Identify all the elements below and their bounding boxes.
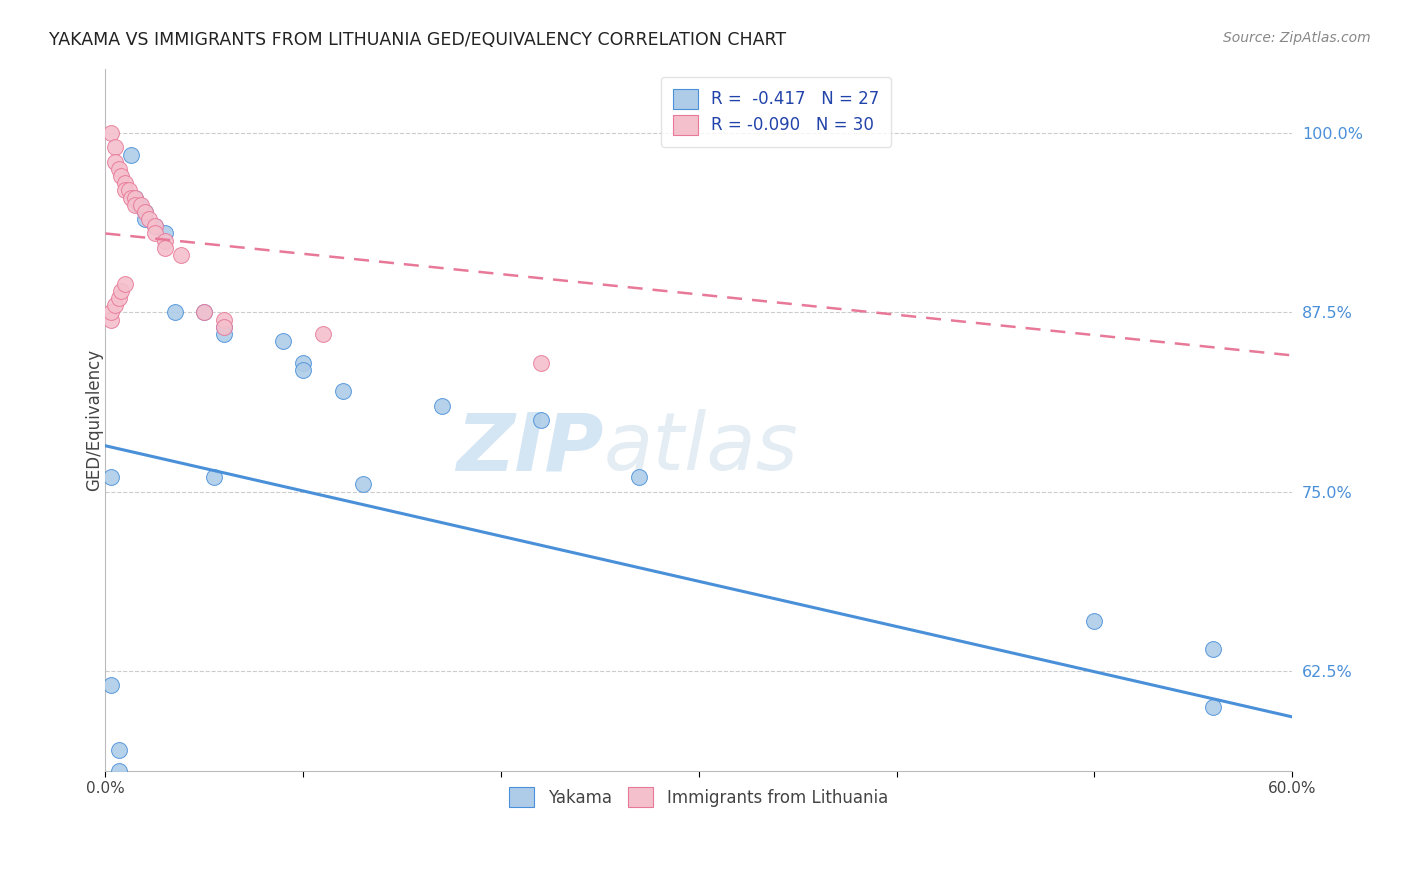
Point (120, 147, 142, 161)
Point (292, 355, 315, 369)
Point (104, 140, 127, 154)
Point (124, 198, 146, 212)
Point (430, 399, 453, 413)
Point (1083, 614, 1105, 628)
Point (352, 477, 374, 491)
Point (104, 154, 127, 169)
Point (100, 305, 122, 319)
Point (628, 470, 651, 484)
Point (212, 319, 235, 334)
Point (529, 413, 551, 427)
Point (1202, 699, 1225, 714)
Legend: Yakama, Immigrants from Lithuania: Yakama, Immigrants from Lithuania (501, 779, 897, 816)
Point (143, 219, 166, 234)
Point (120, 191, 142, 205)
Point (108, 161, 131, 176)
Point (143, 227, 166, 241)
Point (212, 312, 235, 326)
Point (100, 312, 122, 326)
Point (118, 184, 141, 198)
Point (153, 241, 176, 255)
Point (143, 219, 166, 234)
Point (134, 205, 156, 219)
Text: atlas: atlas (603, 409, 799, 487)
Point (124, 191, 146, 205)
Point (153, 227, 176, 241)
Text: Source: ZipAtlas.com: Source: ZipAtlas.com (1223, 31, 1371, 45)
Point (100, 678, 122, 692)
Point (134, 205, 156, 219)
Point (108, 764, 131, 779)
Point (100, 470, 122, 484)
Text: ZIP: ZIP (457, 409, 603, 487)
Point (114, 176, 136, 190)
Point (138, 212, 160, 227)
Point (273, 334, 295, 348)
Point (212, 326, 235, 341)
Point (100, 126, 122, 140)
Point (1202, 642, 1225, 657)
Point (292, 363, 315, 377)
Point (529, 355, 551, 369)
Point (212, 319, 235, 334)
Text: YAKAMA VS IMMIGRANTS FROM LITHUANIA GED/EQUIVALENCY CORRELATION CHART: YAKAMA VS IMMIGRANTS FROM LITHUANIA GED/… (49, 31, 786, 49)
Point (114, 184, 136, 198)
Point (134, 212, 156, 227)
Point (108, 743, 131, 757)
Point (128, 198, 150, 212)
Point (202, 470, 225, 484)
Point (193, 305, 215, 319)
Point (193, 305, 215, 319)
Point (108, 291, 131, 305)
Point (110, 169, 132, 183)
Point (169, 248, 191, 262)
Point (153, 234, 176, 248)
Point (104, 298, 127, 312)
Point (110, 284, 132, 298)
Point (312, 326, 335, 341)
Y-axis label: GED/Equivalency: GED/Equivalency (86, 349, 103, 491)
Point (114, 277, 136, 291)
Point (332, 384, 354, 399)
Point (163, 305, 186, 319)
Point (129, 198, 152, 212)
Point (124, 191, 146, 205)
